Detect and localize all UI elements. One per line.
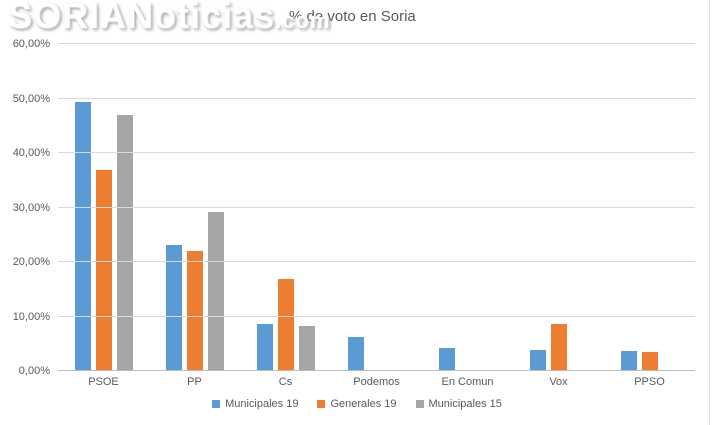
y-tick-label-20: 20,00% xyxy=(12,256,50,268)
x-axis-label-pp: PP xyxy=(187,376,202,388)
bar-group-podemos xyxy=(331,44,422,371)
bar-slot-generales-19-cs xyxy=(277,44,294,371)
bar-municipales-15-cs xyxy=(298,325,315,371)
bar-municipales-19-pp xyxy=(165,244,182,371)
y-tick-label-60: 60,00% xyxy=(12,38,50,50)
bar-slot-municipales-15-ppso xyxy=(663,44,679,371)
bar-slot-generales-19-psoe xyxy=(95,44,112,371)
site-logo-tld: .com xyxy=(275,8,331,33)
bar-generales-19-pp xyxy=(186,250,203,371)
y-tick-label-50: 50,00% xyxy=(12,92,50,105)
bar-slot-municipales-19-vox xyxy=(529,44,546,371)
legend-swatch-municipales-19 xyxy=(212,400,221,408)
bar-slot-municipales-19-pp xyxy=(165,44,182,371)
bar-group-ppso xyxy=(604,44,695,371)
bar-slot-municipales-19-psoe xyxy=(74,44,91,371)
bar-group-en-comun xyxy=(422,44,513,371)
bar-slot-municipales-19-cs xyxy=(256,44,273,371)
legend: Municipales 19 Generales 19 Municipales 15 xyxy=(0,398,714,410)
bar-group-cs xyxy=(240,44,331,371)
y-tick-label-40: 40,00% xyxy=(12,147,50,159)
bar-municipales-19-ppso xyxy=(620,351,637,371)
bar-slot-municipales-15-cs xyxy=(298,44,315,371)
bar-municipales-19-cs xyxy=(256,323,273,371)
bar-municipales-19-psoe xyxy=(74,101,91,371)
bar-slot-municipales-19-en-comun xyxy=(438,44,455,371)
gridline-30 xyxy=(58,206,695,208)
bar-slot-municipales-15-pp xyxy=(207,44,224,371)
bar-municipales-19-vox xyxy=(529,349,546,371)
chart-title: % de voto en Soria xyxy=(289,8,416,25)
y-tick-label-30: 30,00% xyxy=(12,201,50,214)
bar-slot-generales-19-podemos xyxy=(369,44,385,371)
legend-swatch-municipales-15 xyxy=(415,400,424,408)
y-tick-label-10: 10,00% xyxy=(12,310,50,323)
x-axis-label-en-comun: En Comun xyxy=(441,376,494,388)
bar-generales-19-cs xyxy=(277,278,294,371)
bar-group-psoe xyxy=(58,44,149,371)
legend-item-municipales-19: Municipales 19 xyxy=(212,398,298,410)
bar-slot-municipales-19-ppso xyxy=(620,44,637,371)
bar-slot-municipales-15-podemos xyxy=(390,44,406,371)
gridline-50 xyxy=(58,97,695,99)
x-axis-label-cs: Cs xyxy=(278,376,293,388)
x-axis-label-vox: Vox xyxy=(549,376,568,388)
gridline-60 xyxy=(58,43,695,44)
bar-generales-19-psoe xyxy=(95,169,112,371)
bar-municipales-15-pp xyxy=(207,211,224,371)
site-logo: SORIANoticias.com xyxy=(8,0,330,44)
gridline-20 xyxy=(58,261,695,262)
bar-slot-municipales-19-podemos xyxy=(347,44,364,371)
gridline-10 xyxy=(58,315,695,317)
legend-label-municipales-15: Municipales 15 xyxy=(428,398,502,410)
bar-group-vox xyxy=(513,44,604,371)
x-axis-labels: PSOE PP Cs Podemos En Comun Vox PPSO xyxy=(58,376,695,388)
legend-label-generales-19: Generales 19 xyxy=(330,398,397,410)
bar-slot-generales-19-vox xyxy=(550,44,567,371)
bar-slot-generales-19-en-comun xyxy=(460,44,476,371)
bar-group-pp xyxy=(149,44,240,371)
legend-item-municipales-15: Municipales 15 xyxy=(415,398,502,410)
bar-slot-municipales-15-psoe xyxy=(116,44,133,371)
y-axis: 0,00% 10,00% 20,00% 30,00% 40,00% 50,00% 60,00… xyxy=(0,38,50,377)
gridline-40 xyxy=(58,152,695,153)
legend-item-generales-19: Generales 19 xyxy=(317,398,397,410)
legend-swatch-generales-19 xyxy=(317,400,326,408)
legend-label-municipales-19: Municipales 19 xyxy=(225,398,299,410)
y-tick-label-0: 0,00% xyxy=(18,365,50,377)
x-axis-line xyxy=(58,370,695,371)
bar-generales-19-ppso xyxy=(641,352,658,371)
bar-municipales-19-en-comun xyxy=(438,348,455,371)
site-logo-brand: SORIANoticias xyxy=(8,0,276,36)
x-axis-label-podemos: Podemos xyxy=(353,376,400,388)
x-axis-label-psoe: PSOE xyxy=(88,376,119,388)
plot-area xyxy=(58,43,695,371)
bar-groups xyxy=(58,44,695,371)
bar-slot-municipales-15-en-comun xyxy=(481,44,497,371)
bar-municipales-19-podemos xyxy=(347,336,364,371)
bar-municipales-15-psoe xyxy=(116,114,133,371)
x-axis-label-ppso: PPSO xyxy=(634,376,665,388)
bar-slot-municipales-15-vox xyxy=(572,44,588,371)
bar-generales-19-vox xyxy=(550,323,567,371)
bar-slot-generales-19-pp xyxy=(186,44,203,371)
page-edge-divider xyxy=(709,0,710,425)
bar-slot-generales-19-ppso xyxy=(641,44,658,371)
